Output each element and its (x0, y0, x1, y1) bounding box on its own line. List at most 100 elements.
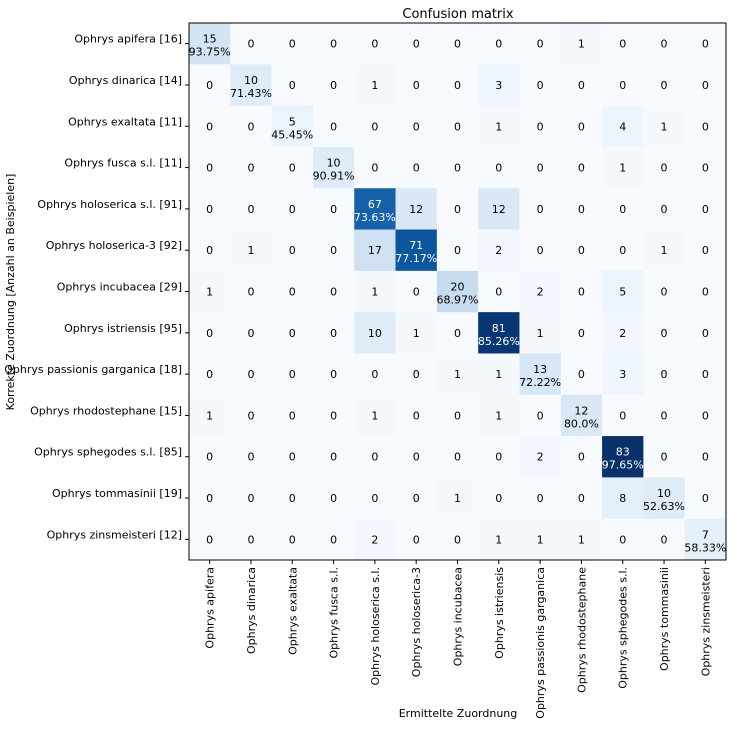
matrix-cell (312, 188, 355, 231)
cell-value: 0 (330, 492, 337, 505)
cell-value: 0 (206, 492, 213, 505)
matrix-cell (478, 312, 520, 354)
matrix-cell (519, 312, 562, 354)
cell-value: 0 (413, 79, 420, 92)
cell-value: 0 (330, 79, 337, 92)
x-tick-label: Ophrys fusca s.l. (328, 567, 341, 659)
matrix-cell (312, 394, 355, 437)
matrix-cell (354, 146, 397, 189)
cell-value: 0 (619, 38, 626, 51)
cell-value: 0 (537, 203, 544, 216)
y-tick-label: Ophrys holoserica s.l. [91] (37, 198, 182, 211)
matrix-cell (354, 105, 397, 148)
cell-value: 0 (330, 244, 337, 257)
matrix-cell (519, 64, 562, 107)
cell-value: 0 (413, 120, 420, 133)
cell-value: 2 (619, 327, 626, 340)
cell-value: 0 (413, 368, 420, 381)
matrix-cell (312, 312, 355, 354)
cell-value: 0 (247, 286, 254, 299)
matrix-cell (684, 188, 727, 231)
cell-percentage: 80.0% (564, 417, 599, 430)
cell-value: 10 (368, 327, 382, 340)
cell-percentage: 90.91% (313, 170, 355, 183)
matrix-cell (354, 64, 397, 107)
matrix-cell (230, 64, 273, 107)
cell-value: 0 (619, 409, 626, 422)
matrix-cell (643, 353, 686, 396)
matrix-cell (230, 312, 273, 354)
cell-percentage: 85.26% (478, 335, 520, 348)
cell-value: 0 (661, 79, 668, 92)
cell-value: 0 (289, 533, 296, 546)
y-tick-label: Ophrys dinarica [14] (69, 74, 182, 87)
matrix-cell (684, 105, 727, 148)
matrix-cell (395, 353, 438, 396)
cell-percentage: 97.65% (602, 459, 644, 472)
cell-value: 0 (371, 451, 378, 464)
matrix-cell (189, 23, 231, 65)
matrix-cell (602, 518, 644, 561)
cell-value: 0 (495, 38, 502, 51)
cell-value: 0 (413, 286, 420, 299)
matrix-cell (271, 312, 314, 354)
matrix-cell (478, 23, 520, 65)
y-tick-label: Ophrys passionis garganica [18] (4, 363, 182, 376)
matrix-cell (271, 353, 314, 396)
cell-value: 0 (289, 162, 296, 175)
cell-value: 0 (330, 327, 337, 340)
cell-value: 0 (619, 533, 626, 546)
cell-value: 0 (289, 451, 296, 464)
cell-value: 1 (371, 409, 378, 422)
cell-value: 0 (702, 409, 709, 422)
cell-value: 2 (537, 451, 544, 464)
matrix-cell (684, 312, 727, 354)
cell-value: 1 (206, 286, 213, 299)
cell-value: 1 (619, 162, 626, 175)
cell-value: 0 (661, 327, 668, 340)
cell-value: 0 (330, 120, 337, 133)
matrix-cell (560, 477, 603, 520)
cell-value: 0 (454, 79, 461, 92)
matrix-cell (436, 146, 479, 189)
matrix-cell (478, 146, 520, 189)
cell-value: 0 (578, 368, 585, 381)
matrix-cell (684, 436, 727, 478)
cell-value: 0 (661, 368, 668, 381)
x-tick-label: Ophrys apifera (204, 567, 217, 649)
y-tick-label: Ophrys sphegodes s.l. [85] (34, 446, 182, 459)
matrix-cell (602, 436, 644, 478)
matrix-cell (189, 64, 231, 107)
cell-value: 1 (206, 409, 213, 422)
cell-value: 71 (409, 239, 423, 252)
matrix-cell (354, 353, 397, 396)
cell-value: 1 (413, 327, 420, 340)
cell-value: 1 (537, 327, 544, 340)
cell-value: 3 (619, 368, 626, 381)
matrix-cell (684, 64, 727, 107)
cell-value: 0 (330, 409, 337, 422)
matrix-cell (560, 146, 603, 189)
matrix-cell (436, 436, 479, 478)
cell-value: 2 (537, 286, 544, 299)
cell-value: 0 (578, 244, 585, 257)
y-tick-label: Ophrys exaltata [11] (68, 115, 182, 128)
cell-value: 83 (616, 446, 630, 459)
matrix-cell (312, 270, 355, 313)
matrix-cell (643, 188, 686, 231)
cell-value: 1 (578, 38, 585, 51)
matrix-cell (436, 270, 479, 313)
matrix-cell (189, 105, 231, 148)
matrix-cell (602, 353, 644, 396)
x-axis-label: Ermittelte Zuordnung (399, 707, 518, 720)
cell-value: 0 (454, 120, 461, 133)
matrix-cell (602, 312, 644, 354)
cell-value: 0 (702, 244, 709, 257)
cell-value: 0 (454, 533, 461, 546)
matrix-cell (230, 518, 273, 561)
matrix-cell (312, 146, 355, 189)
cell-value: 0 (578, 286, 585, 299)
matrix-cell (684, 229, 727, 272)
matrix-cell (395, 23, 438, 65)
cell-value: 1 (537, 533, 544, 546)
